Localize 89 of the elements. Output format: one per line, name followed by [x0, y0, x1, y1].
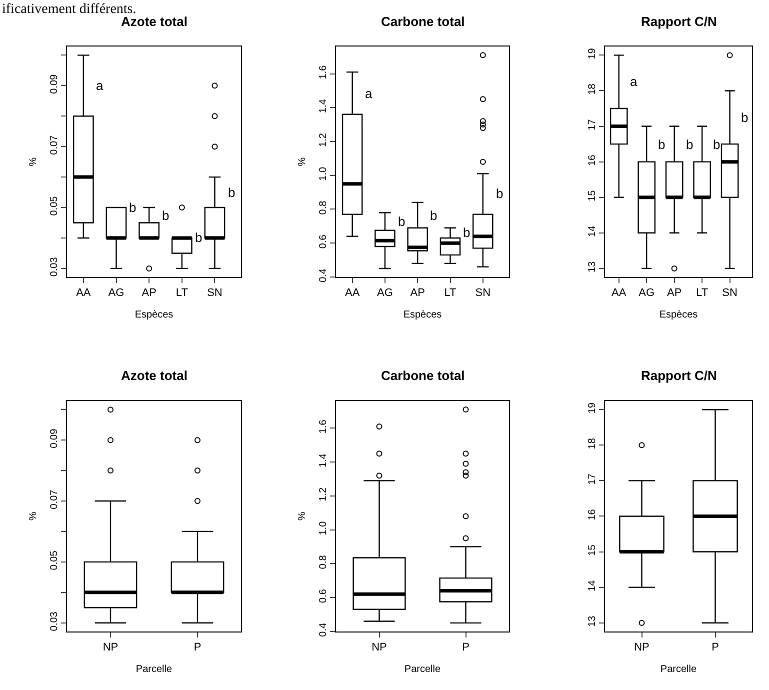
y-axis-title: %: [28, 512, 39, 521]
x-tick-label: NP: [372, 642, 387, 654]
y-tick-label: 19: [587, 402, 598, 414]
x-tick-label: AG: [108, 287, 124, 300]
annotation: b: [195, 230, 202, 245]
annotation: b: [713, 137, 720, 152]
y-tick-label: 0.8: [318, 200, 329, 215]
y-tick-label: 0.03: [49, 256, 60, 277]
y-tick-label: 0.05: [49, 196, 60, 216]
x-tick-label: SN: [722, 287, 738, 300]
y-tick-label: 16: [587, 508, 598, 520]
y-tick-label: 0.09: [49, 428, 60, 448]
annotation: b: [658, 137, 666, 152]
y-tick-label: 1.6: [318, 419, 329, 434]
x-tick-label: AG: [377, 287, 393, 300]
chart-title: Carbone total: [381, 14, 465, 29]
y-tick-label: 1.6: [318, 64, 329, 80]
y-tick-label: 18: [587, 438, 598, 450]
y-tick-label: 0.4: [318, 622, 329, 637]
y-tick-label: 19: [587, 48, 598, 60]
y-tick-label: 0.8: [318, 554, 329, 570]
x-tick-label: AP: [410, 287, 425, 300]
x-axis-title: Espèces: [659, 310, 698, 321]
y-tick-label: 15: [587, 190, 598, 202]
y-tick-label: 1.2: [318, 132, 329, 147]
y-tick-label: 1.0: [318, 166, 329, 181]
x-tick-label: P: [712, 642, 719, 654]
y-tick-label: 0.03: [49, 611, 60, 632]
x-tick-label: NP: [102, 642, 118, 654]
x-tick-label: LT: [696, 287, 708, 300]
y-tick-label: 0.09: [49, 74, 60, 94]
annotation: b: [463, 225, 470, 240]
chart-title: Rapport C/N: [641, 14, 717, 29]
y-tick-label: 1.2: [318, 487, 329, 502]
chart-title: Azote total: [121, 368, 188, 383]
y-axis-title: %: [28, 157, 39, 166]
x-axis-title: Espèces: [403, 310, 442, 321]
y-tick-label: 0.4: [318, 268, 329, 282]
y-tick-label: 16: [587, 154, 598, 166]
x-tick-label: SN: [475, 287, 491, 300]
y-tick-label: 17: [587, 118, 598, 130]
y-tick-label: 0.07: [49, 489, 60, 510]
x-tick-label: P: [462, 642, 470, 654]
y-tick-label: 14: [587, 225, 598, 237]
annotation: b: [741, 110, 748, 125]
x-axis-title: Espèces: [134, 310, 174, 321]
x-tick-label: LT: [444, 287, 457, 300]
x-tick-label: AA: [76, 287, 92, 300]
text: ificativement différents.: [2, 2, 136, 17]
x-tick-label: LT: [176, 287, 188, 300]
y-tick-label: 0.6: [318, 588, 329, 603]
x-tick-label: AA: [344, 287, 360, 300]
annotation: b: [129, 200, 136, 215]
y-tick-label: 15: [587, 544, 598, 556]
x-tick-label: NP: [634, 642, 650, 654]
x-tick-label: AG: [638, 287, 655, 300]
chart-title: Rapport C/N: [641, 368, 717, 383]
x-tick-label: AP: [142, 287, 156, 300]
x-tick-label: SN: [207, 287, 222, 300]
x-tick-label: AP: [666, 287, 682, 300]
annotation: a: [630, 74, 638, 89]
y-tick-label: 0.6: [318, 234, 329, 249]
y-tick-label: 13: [587, 615, 598, 627]
chart-title: Azote total: [121, 14, 188, 29]
y-tick-label: 13: [587, 260, 598, 273]
x-axis-title: Parcelle: [404, 664, 441, 676]
annotation: b: [162, 208, 170, 223]
x-tick-label: P: [194, 642, 202, 654]
y-tick-label: 18: [587, 83, 598, 95]
y-axis-title: %: [297, 157, 308, 166]
y-tick-label: 17: [587, 473, 598, 485]
annotation: b: [686, 137, 694, 152]
annotation: a: [365, 86, 373, 101]
annotation: b: [430, 208, 438, 223]
x-axis-title: Parcelle: [136, 664, 172, 676]
y-tick-label: 0.07: [49, 134, 60, 155]
x-tick-label: AA: [612, 287, 627, 300]
y-tick-label: 1.4: [318, 98, 329, 114]
annotation: a: [96, 78, 104, 93]
x-axis-title: Parcelle: [660, 664, 697, 676]
y-tick-label: 1.4: [318, 453, 329, 468]
y-tick-label: 0.05: [49, 550, 60, 570]
chart-title: Carbone total: [381, 368, 465, 383]
annotation: b: [496, 186, 504, 201]
annotation: b: [398, 214, 406, 229]
y-axis-title: %: [297, 512, 308, 521]
annotation: b: [228, 185, 236, 200]
y-tick-label: 14: [587, 580, 598, 592]
y-tick-label: 1.0: [318, 520, 329, 536]
